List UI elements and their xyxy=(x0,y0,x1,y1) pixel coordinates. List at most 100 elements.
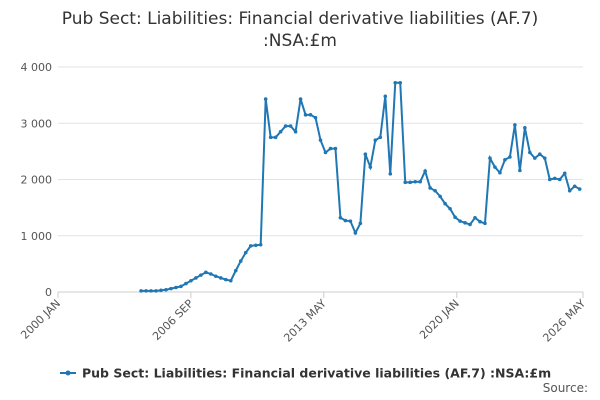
point xyxy=(577,187,582,191)
chart-title: Pub Sect: Liabilities: Financial derivat… xyxy=(62,9,538,29)
x-tick-label: 2000 JAN xyxy=(18,297,63,342)
point xyxy=(253,243,258,248)
y-tick-label: 2 000 xyxy=(21,174,53,187)
point xyxy=(273,135,278,140)
x-tick-label: 2026 MAY xyxy=(540,297,588,345)
y-tick-label: 0 xyxy=(45,286,52,299)
point xyxy=(318,138,323,142)
point xyxy=(224,277,228,282)
point xyxy=(473,215,477,220)
point xyxy=(209,272,213,276)
point xyxy=(552,176,557,181)
point xyxy=(542,156,547,160)
point xyxy=(144,289,148,293)
point xyxy=(313,115,318,120)
point xyxy=(458,219,462,223)
point xyxy=(219,276,223,280)
point xyxy=(547,177,552,182)
point xyxy=(503,158,507,162)
point xyxy=(278,129,283,134)
point xyxy=(403,180,408,185)
point xyxy=(258,242,263,247)
point xyxy=(528,150,532,155)
point xyxy=(353,231,358,235)
point xyxy=(493,165,497,169)
point xyxy=(179,284,183,289)
point xyxy=(293,129,298,134)
y-tick-label: 4 000 xyxy=(21,61,53,74)
point xyxy=(194,276,198,280)
point xyxy=(243,250,248,255)
point xyxy=(174,285,178,290)
point xyxy=(383,94,388,99)
point xyxy=(358,221,363,226)
point xyxy=(283,124,288,128)
point xyxy=(204,270,208,275)
point xyxy=(443,201,447,206)
point xyxy=(238,259,243,263)
point xyxy=(338,215,343,220)
point xyxy=(159,288,163,293)
point xyxy=(533,156,537,160)
point xyxy=(463,221,467,225)
point xyxy=(139,289,143,293)
point xyxy=(498,170,502,175)
legend-label: Pub Sect: Liabilities: Financial derivat… xyxy=(82,366,551,381)
point xyxy=(268,135,273,140)
point xyxy=(408,180,413,185)
point xyxy=(248,244,253,248)
point xyxy=(557,177,562,182)
point xyxy=(418,179,422,184)
point xyxy=(448,206,452,211)
point xyxy=(488,156,492,160)
point xyxy=(513,123,517,127)
point xyxy=(348,219,353,223)
point xyxy=(538,152,542,156)
x-tick-label: 2020 JAN xyxy=(417,297,462,342)
point xyxy=(328,146,333,151)
point xyxy=(199,273,203,277)
point xyxy=(164,287,168,292)
point xyxy=(518,168,522,173)
point xyxy=(388,172,393,176)
point xyxy=(378,135,383,140)
point xyxy=(373,138,378,142)
point xyxy=(572,184,577,189)
point xyxy=(303,113,308,117)
point xyxy=(288,124,293,128)
point xyxy=(398,80,403,85)
point xyxy=(423,169,427,173)
point xyxy=(149,289,153,293)
legend-marker xyxy=(65,370,71,376)
point xyxy=(567,188,572,193)
point xyxy=(333,146,338,151)
point xyxy=(438,194,442,199)
x-tick-label: 2013 MAY xyxy=(281,297,329,345)
point xyxy=(233,268,238,273)
point xyxy=(428,186,432,190)
point xyxy=(363,152,368,156)
point xyxy=(393,80,398,85)
y-tick-label: 3 000 xyxy=(21,117,53,130)
y-tick-label: 1 000 xyxy=(21,230,53,243)
point xyxy=(508,155,512,159)
point xyxy=(189,278,193,283)
point xyxy=(478,219,482,224)
series-line xyxy=(141,81,581,292)
point xyxy=(323,150,328,155)
source: Source: xyxy=(543,381,588,395)
point xyxy=(523,125,527,130)
point xyxy=(468,222,472,227)
point xyxy=(343,218,348,223)
point xyxy=(169,286,173,291)
point xyxy=(214,274,218,279)
point xyxy=(453,215,457,219)
x-tick-label: 2006 SEP xyxy=(150,297,196,343)
point xyxy=(483,221,487,226)
point xyxy=(368,165,373,169)
point xyxy=(298,97,303,101)
point xyxy=(184,281,188,286)
point xyxy=(308,113,313,117)
point xyxy=(433,188,437,193)
